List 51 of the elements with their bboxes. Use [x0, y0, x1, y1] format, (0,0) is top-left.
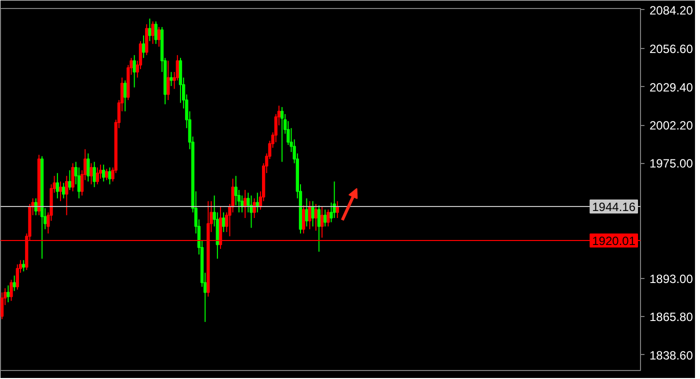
candlestick	[222, 212, 226, 233]
candlestick	[105, 168, 108, 181]
candlestick	[22, 260, 26, 272]
y-tick-label: 1975.00	[650, 156, 694, 171]
candlestick	[132, 54, 136, 88]
y-tick-label: 2084.20	[650, 3, 694, 18]
candlestick	[148, 18, 152, 42]
candlestick	[320, 206, 324, 238]
candlestick	[96, 166, 99, 185]
candlestick	[16, 264, 19, 290]
candlestick	[311, 200, 314, 227]
candlestick	[68, 170, 72, 190]
candlestick	[108, 166, 112, 185]
candlestick	[317, 204, 321, 252]
candlestick	[12, 275, 16, 292]
candlestick	[65, 175, 68, 216]
candlestick	[56, 172, 59, 199]
y-tick-label: 2029.40	[650, 80, 694, 94]
candlestick	[124, 80, 127, 112]
candlestick	[324, 209, 327, 227]
ref-line-label: 1944.16	[592, 200, 636, 214]
candlestick	[10, 279, 13, 302]
candlestick	[90, 162, 93, 185]
candlestick	[142, 34, 146, 58]
candlestick	[6, 284, 10, 303]
candlestick	[62, 182, 66, 199]
y-tick-label: 1865.80	[650, 310, 694, 324]
y-tick-label: 2002.20	[650, 118, 694, 133]
candlestick	[157, 26, 161, 48]
candlestick	[86, 152, 90, 182]
candlestick	[250, 195, 253, 228]
candlestick	[170, 71, 173, 87]
candlestick	[305, 198, 308, 227]
candlestick	[166, 60, 170, 101]
ref-line-label: 1920.01	[592, 234, 636, 248]
candlestick	[151, 20, 154, 44]
candlestick	[58, 180, 62, 202]
candlestick	[154, 20, 158, 44]
y-tick-label: 1893.00	[650, 272, 694, 286]
candlestick	[308, 200, 312, 230]
candlestick	[102, 164, 106, 182]
y-tick-label: 1838.60	[650, 348, 694, 362]
y-tick-label: 2056.60	[650, 42, 694, 56]
candlestick	[92, 161, 96, 188]
candlestick	[280, 106, 284, 162]
candlestick	[302, 204, 306, 234]
candlestick	[71, 162, 74, 192]
candlestick	[145, 24, 148, 56]
candlestick	[314, 203, 318, 232]
candlestick	[326, 209, 330, 227]
candlestick	[0, 292, 4, 320]
